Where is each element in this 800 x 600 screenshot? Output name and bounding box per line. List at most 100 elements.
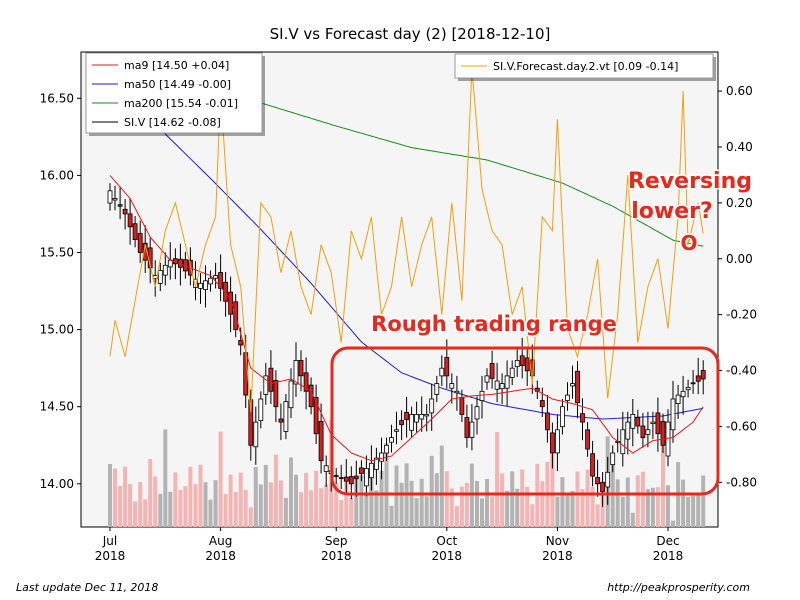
volume-bar [309, 490, 314, 527]
candle-body [122, 208, 128, 215]
volume-bar [620, 496, 625, 527]
volume-bar [475, 481, 479, 527]
volume-bar [485, 479, 489, 527]
volume-bar [409, 480, 414, 527]
volume-bar [289, 457, 293, 527]
candle-body [514, 359, 520, 367]
candle-body [580, 413, 585, 423]
x-tick-year: 2018 [321, 549, 352, 563]
candle-body [519, 355, 525, 366]
candle-body [414, 413, 420, 423]
candle-body [273, 380, 279, 408]
footer-last-update: Last update Dec 11, 2018 [16, 581, 158, 594]
legend-label-ma9: ma9 [14.50 +0.04] [124, 59, 229, 72]
volume-bar [389, 505, 394, 527]
candle-body [464, 417, 470, 438]
candle-body [363, 467, 369, 487]
candle-body [379, 452, 384, 462]
y-left-tick-label: 14.50 [40, 400, 74, 414]
volume-bar [268, 482, 273, 527]
volume-bar [208, 499, 213, 527]
legend-label-ma50: ma50 [14.49 -0.00] [124, 78, 231, 91]
volume-bar [349, 498, 354, 527]
candle-body [353, 475, 359, 480]
volume-bar [500, 473, 505, 527]
candle-body [424, 413, 430, 417]
candle-body [323, 465, 329, 472]
volume-bar [218, 431, 223, 527]
volume-bar [123, 466, 128, 527]
y-left-tick-label: 16.00 [40, 168, 74, 182]
candle-body [313, 397, 319, 435]
chart-title: SI.V vs Forecast day (2) [2018-12-10] [270, 25, 551, 43]
candle-body [484, 375, 490, 383]
y-right-tick-label: -0.20 [726, 308, 757, 322]
volume-bar [314, 470, 319, 527]
candle-body [283, 401, 289, 432]
x-tick-year: 2018 [542, 549, 573, 563]
volume-bar [173, 472, 178, 527]
volume-bar [394, 465, 399, 527]
candle-body [539, 400, 545, 408]
candle-body [695, 375, 701, 382]
volume-bar [570, 491, 575, 527]
candle-body [494, 380, 500, 390]
x-tick-label: Dec [656, 534, 679, 548]
x-tick-year: 2018 [653, 549, 684, 563]
volume-bar [560, 477, 565, 527]
volume-bar [686, 497, 691, 527]
candle-body [409, 413, 415, 431]
volume-bar [580, 489, 585, 527]
y-right-tick-label: 0.60 [726, 84, 753, 98]
volume-bar [108, 464, 112, 527]
legend-right: SI.V.Forecast.day.2.vt [0.09 -0.14] [454, 53, 716, 81]
candle-body [157, 270, 163, 284]
volume-bar [414, 498, 419, 527]
volume-bar [691, 495, 696, 527]
candle-body [238, 339, 244, 346]
candle-body [474, 406, 480, 420]
candle-body [132, 223, 138, 240]
volume-bar [113, 468, 117, 527]
volume-bar [153, 476, 158, 527]
volume-bar [434, 473, 439, 527]
candle-body [298, 359, 304, 377]
volume-bar [369, 473, 374, 527]
volume-bar [650, 487, 655, 527]
series-ma200 [220, 90, 704, 247]
volume-bar [278, 480, 283, 527]
volume-bar [515, 488, 520, 527]
candle-body [565, 394, 570, 401]
candle-body [288, 380, 294, 409]
candle-body [590, 453, 595, 477]
candle-body [600, 481, 605, 492]
candle-body [278, 418, 284, 423]
volume-bar [148, 459, 153, 527]
volume-bar [429, 455, 434, 527]
candle-body [404, 411, 410, 420]
volume-bar [525, 486, 530, 527]
x-tick-label: Nov [546, 534, 569, 548]
volume-bar [575, 471, 580, 527]
y-left-tick-label: 15.00 [40, 323, 74, 337]
candle-body [630, 413, 636, 429]
y-right-tick-label: -0.80 [726, 475, 757, 489]
volume-bar [696, 495, 701, 527]
x-tick-label: Sep [325, 534, 348, 548]
footer-url: http://peakprosperity.com [607, 581, 750, 594]
candle-body [384, 444, 389, 454]
candle-body [228, 291, 234, 315]
y-left-tick-label: 15.50 [40, 245, 74, 259]
candle-body [550, 432, 555, 454]
volume-bar [540, 481, 545, 527]
volume-bar [283, 497, 288, 527]
volume-bar [324, 484, 329, 527]
candle-body [368, 462, 374, 479]
candle-body [308, 384, 314, 408]
candle-body [575, 370, 580, 404]
volume-bar [263, 465, 268, 527]
volume-bar [238, 472, 243, 527]
candle-body [223, 281, 229, 302]
legend-label-forecast: SI.V.Forecast.day.2.vt [0.09 -0.14] [493, 60, 678, 73]
